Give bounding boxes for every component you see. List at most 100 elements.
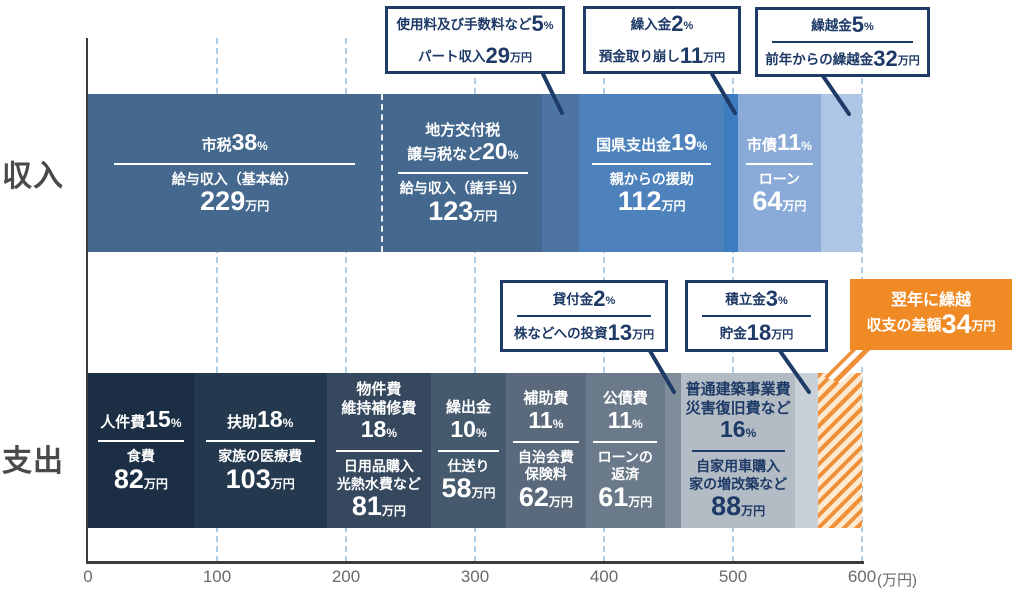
expense-segment: [818, 373, 862, 528]
segment-amount-line: 229万円: [88, 188, 381, 215]
income-bar: 市税38% 給与収入（基本給） 229万円 地方交付税 譲与税など20% 給与収入（諸手当…: [88, 94, 862, 252]
segment-label-line: 災害復旧費など: [681, 400, 795, 419]
segment-name-text: 公債費: [602, 390, 648, 408]
income-segment: [542, 94, 580, 252]
expense-segment: [664, 373, 682, 528]
income-segment: 市債11% ローン 64万円: [738, 94, 821, 252]
segment-name-text: 国県支出金: [596, 136, 672, 154]
unit-label: 万円: [381, 504, 406, 519]
segment-household-line: 返済: [611, 466, 640, 483]
unit-label: 万円: [270, 476, 295, 491]
segment-amount-line: 64万円: [738, 188, 821, 215]
percent-sign: %: [507, 148, 519, 163]
x-tick-label: 400: [589, 567, 619, 586]
segment-label: 普通建築事業費 災害復旧費など 16%: [681, 381, 795, 443]
segment-amount-value: 229: [200, 186, 246, 217]
callout-divider: [517, 315, 651, 317]
segment-content: 普通建築事業費 災害復旧費など 16% 自家用車購入 家の増改築など 88万円: [681, 381, 795, 520]
segment-label-line: 物件費: [327, 381, 431, 400]
segment-pct-value: 18: [360, 416, 387, 443]
percent-sign: %: [777, 295, 788, 307]
segment-household-line: 仕送り: [447, 457, 490, 474]
segment-label: 市債11%: [738, 130, 821, 156]
segment-amount-line: 112万円: [579, 188, 723, 215]
segment-label: 繰出金 10%: [431, 399, 506, 443]
callout-label: 繰入金: [630, 17, 672, 32]
segment-name-text: 普通建築事業費: [685, 380, 791, 398]
unit-label: 万円: [245, 199, 270, 214]
segment-content: 市税38% 給与収入（基本給） 229万円: [88, 128, 381, 215]
expense-segment: 補助費 11% 自治会費 保険料 62万円: [505, 373, 586, 528]
segment-label-line: 市税38%: [88, 128, 381, 156]
income-segment: [723, 94, 739, 252]
segment-label-line: 国県支出金19%: [579, 130, 723, 156]
segment-pct-line: 10%: [431, 417, 506, 443]
callout-label: 貸付金: [552, 292, 594, 307]
gridline: [474, 38, 476, 562]
callout-label: 繰越金: [811, 18, 852, 33]
callout-divider: [772, 41, 913, 43]
segment-label-line: 普通建築事業費: [681, 381, 795, 400]
segment-label: 補助費 11%: [506, 390, 586, 434]
segment-content: 繰出金 10% 仕送り 58万円: [431, 399, 506, 502]
expense-segment: 人件費15% 食費 82万円: [88, 373, 194, 528]
segment-amount-line: 88万円: [681, 493, 795, 520]
segment-household-label: 家族の医療費 103万円: [194, 448, 327, 493]
pointer-line-savings: [778, 349, 811, 394]
segment-label: 地方交付税 譲与税など20%: [383, 122, 542, 166]
callout-carryover-next-year: 翌年に繰越 収支の差額34万円: [850, 279, 1012, 350]
unit-label: 万円: [661, 199, 686, 214]
segment-name-text: 補助費: [523, 390, 569, 408]
segment-pct-value: 20: [482, 138, 508, 165]
percent-sign: %: [683, 20, 694, 32]
callout-carryover-income: 繰越金5% 前年からの繰越金32万円: [755, 7, 930, 77]
callout-savings: 積立金3% 貯金18万円: [685, 280, 828, 352]
segment-divider: [437, 449, 500, 452]
carryover-value: 34: [941, 309, 972, 340]
percent-sign: %: [386, 426, 397, 441]
segment-amount-value: 103: [225, 463, 271, 494]
unit-label: 万円: [971, 319, 996, 334]
segment-divider: [114, 162, 355, 165]
unit-label: 万円: [632, 329, 655, 341]
expense-segment: 繰出金 10% 仕送り 58万円: [431, 373, 506, 528]
segment-amount-value: 112: [617, 186, 662, 217]
callout-label: 使用料及び手数料など: [396, 17, 532, 32]
segment-content: 地方交付税 譲与税など20% 給与収入（諸手当） 123万円: [383, 122, 542, 225]
segment-name-text: 譲与税など: [407, 146, 483, 164]
callout-value: 18: [746, 320, 772, 345]
segment-household-label: 給与収入（諸手当） 123万円: [383, 180, 542, 225]
expense-bar: 人件費15% 食費 82万円 扶助18% 家族の医療費 103万円 物件費 維持補修費 18% 日…: [88, 373, 862, 528]
segment-amount-value: 64: [752, 186, 783, 217]
segment-household-label: 仕送り 58万円: [431, 458, 506, 503]
x-tick-label: 200: [331, 567, 361, 586]
segment-household-line: 保険料: [524, 466, 567, 483]
segment-amount-line: 123万円: [383, 197, 542, 225]
percent-sign: %: [170, 416, 182, 431]
expense-segment: 公債費 11% ローンの 返済 61万円: [585, 373, 665, 528]
unit-label: 万円: [703, 52, 726, 64]
x-axis-line: [86, 561, 864, 564]
unit-label: 万円: [771, 329, 794, 341]
callout-pct: 5: [531, 11, 544, 36]
segment-name-text: 災害復旧費など: [685, 399, 791, 417]
segment-pct-value: 38: [231, 128, 258, 155]
expense-segment: 普通建築事業費 災害復旧費など 16% 自家用車購入 家の増改築など 88万円: [681, 373, 795, 528]
percent-sign: %: [696, 138, 708, 153]
callout-pct: 5: [851, 12, 864, 37]
segment-household-line: 自家用車購入: [696, 458, 781, 475]
segment-amount-line: 103万円: [194, 463, 327, 494]
income-row-label: 収入: [2, 160, 64, 193]
callout-sub-label: 預金取り崩し: [598, 49, 680, 64]
segment-name-text: 市債: [746, 136, 777, 154]
segment-amount-line: 82万円: [88, 465, 194, 493]
segment-household-line: 親からの援助: [609, 170, 694, 187]
percent-sign: %: [801, 138, 812, 153]
income-segment: 国県支出金19% 親からの援助 112万円: [579, 94, 724, 252]
segment-name-text: 繰出金: [446, 399, 492, 416]
segment-name-text: 人件費: [100, 414, 146, 432]
segment-household-line: 光熱水費など: [336, 475, 421, 492]
x-axis-unit-label: (万円): [877, 572, 917, 589]
segment-household-label: 食費 82万円: [88, 448, 194, 493]
